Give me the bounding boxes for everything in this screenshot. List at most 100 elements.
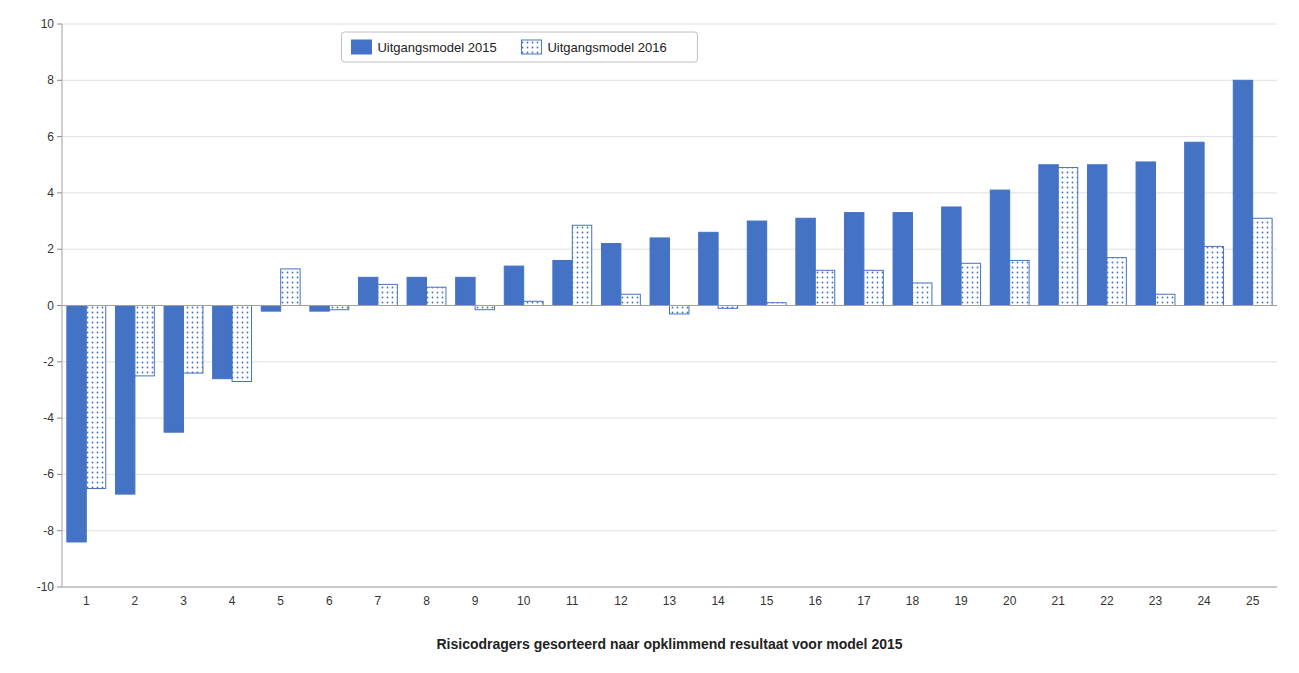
bar (184, 306, 203, 374)
tick-label: 24 (1197, 594, 1211, 608)
bar (553, 260, 572, 305)
axis-title: Risicodragers gesorteerd naar opklimmend… (436, 636, 902, 652)
bar (407, 277, 426, 305)
grid (62, 24, 1277, 587)
tick-label: 12 (614, 594, 628, 608)
tick-label: 14 (711, 594, 725, 608)
bar (135, 306, 154, 376)
bar (844, 213, 863, 306)
tick-mark (57, 80, 62, 81)
tick-label: 2 (132, 594, 139, 608)
tick-label: 1 (83, 594, 90, 608)
bar (281, 269, 300, 306)
bar (329, 306, 348, 310)
tick-label: 5 (277, 594, 284, 608)
tick-mark (57, 249, 62, 250)
bar (456, 277, 475, 305)
bar (1010, 260, 1029, 305)
grid-line (62, 80, 1277, 81)
tick-label: 20 (1003, 594, 1017, 608)
grid-line (62, 136, 1277, 137)
tick-label: 6 (47, 130, 54, 144)
bar (1058, 168, 1077, 306)
tick-label: 3 (180, 594, 187, 608)
bar (650, 238, 669, 306)
tick-mark (57, 136, 62, 137)
legend-box (341, 32, 697, 62)
tick-label: 11 (566, 594, 579, 608)
bar (864, 270, 883, 305)
bar (621, 294, 640, 305)
tick-label: 2 (47, 242, 54, 256)
bar (164, 306, 183, 433)
bar (990, 190, 1009, 305)
tick-mark (57, 530, 62, 531)
tick-mark (57, 361, 62, 362)
bar (913, 283, 932, 306)
bar (1039, 165, 1058, 306)
bar (310, 306, 329, 312)
tick-label: 19 (954, 594, 968, 608)
tick-label: 4 (47, 186, 54, 200)
tick-label: 6 (326, 594, 333, 608)
bar (115, 306, 134, 495)
grid-line (62, 24, 1277, 25)
bar (358, 277, 377, 305)
grid-line (62, 587, 1277, 588)
bar (427, 287, 446, 305)
tick-label: 8 (423, 594, 430, 608)
legend-label: Uitgangsmodel 2015 (377, 40, 496, 55)
tick-label: 10 (517, 594, 531, 608)
bar (261, 306, 280, 312)
bar (504, 266, 523, 305)
bar (1185, 142, 1204, 305)
tick-label: -4 (43, 411, 54, 425)
tick-mark (57, 192, 62, 193)
bar (815, 270, 834, 305)
bar (601, 244, 620, 306)
bar (86, 306, 105, 489)
tick-mark (57, 418, 62, 419)
bar (524, 301, 543, 305)
tick-mark (57, 305, 62, 306)
bar (747, 221, 766, 305)
tick-label: -2 (43, 355, 54, 369)
tick-label: 22 (1100, 594, 1114, 608)
tick-label: 9 (472, 594, 479, 608)
bar (67, 306, 86, 542)
bar (1253, 218, 1272, 305)
bar (942, 207, 961, 306)
tick-label: 16 (809, 594, 823, 608)
tick-label: -6 (43, 467, 54, 481)
grid-line (62, 305, 1277, 306)
bar (1087, 165, 1106, 306)
tick-label: 17 (857, 594, 871, 608)
tick-label: 4 (229, 594, 236, 608)
x-axis: 1234567891011121314151617181920212223242… (83, 594, 1260, 608)
x-axis-line (62, 587, 1277, 588)
legend-swatch (521, 40, 541, 54)
bar (961, 263, 980, 305)
bar (1233, 80, 1252, 305)
tick-label: 13 (663, 594, 677, 608)
tick-label: 8 (47, 73, 54, 87)
tick-label: 15 (760, 594, 774, 608)
bar (572, 225, 591, 305)
tick-label: 18 (906, 594, 920, 608)
bar (893, 213, 912, 306)
tick-label: 7 (375, 594, 382, 608)
bars (67, 80, 1272, 542)
tick-label: 21 (1052, 594, 1066, 608)
bar (1204, 246, 1223, 305)
bar (378, 284, 397, 305)
legend: Uitgangsmodel 2015 Uitgangsmodel 2016 (341, 32, 697, 62)
zero-line (62, 305, 1277, 306)
bar (1136, 162, 1155, 306)
legend-swatch (351, 40, 371, 54)
grid-line (62, 530, 1277, 531)
bar (213, 306, 232, 379)
grid-line (62, 474, 1277, 475)
bar (699, 232, 718, 305)
legend-label: Uitgangsmodel 2016 (547, 40, 666, 55)
tick-label: 10 (41, 17, 55, 31)
